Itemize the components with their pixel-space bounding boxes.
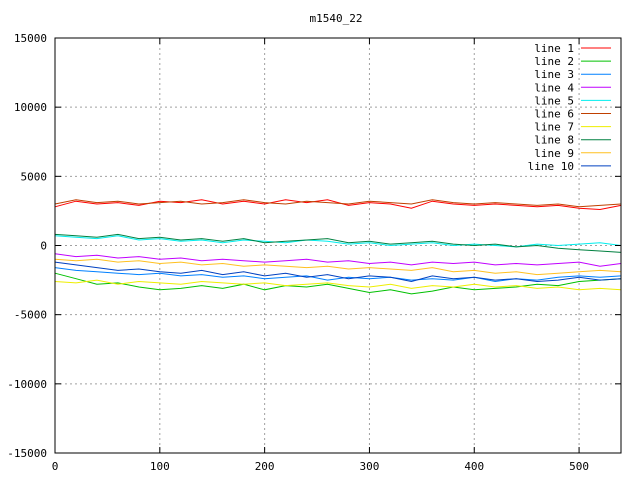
x-tick-label: 100: [150, 460, 170, 473]
series-line-4: [54, 253, 622, 267]
series-line-9: [54, 258, 622, 276]
legend-label: line 10: [528, 160, 574, 173]
y-tick-label: 5000: [21, 170, 48, 183]
series-line-3: [54, 267, 622, 283]
legend-label: line 1: [534, 42, 574, 55]
legend-label: line 7: [534, 121, 574, 134]
series-line-2: [54, 272, 622, 295]
series-lines: [54, 199, 622, 295]
y-tick-label: 15000: [14, 32, 47, 45]
x-tick-label: 200: [255, 460, 275, 473]
axis-ticks: -15000 -10000 -5000 0 5000 10000 15000 0 100 200 3…: [7, 32, 621, 473]
y-tick-label: -10000: [7, 378, 47, 391]
x-tick-label: 0: [52, 460, 59, 473]
series-line-7: [54, 279, 622, 291]
series-line-8: [54, 233, 622, 253]
legend-label: line 8: [534, 134, 574, 147]
y-tick-label: -15000: [7, 447, 47, 460]
legend-label: line 5: [534, 94, 574, 107]
y-tick-label: 0: [40, 240, 47, 253]
legend-label: line 9: [534, 147, 574, 160]
y-tick-label: -5000: [14, 309, 47, 322]
x-tick-label: 500: [569, 460, 589, 473]
legend-label: line 6: [534, 108, 574, 121]
series-line-6: [54, 199, 622, 208]
legend-label: line 2: [534, 55, 574, 68]
series-line-5: [54, 235, 622, 248]
x-tick-label: 400: [464, 460, 484, 473]
series-line-10: [54, 261, 622, 283]
y-tick-label: 10000: [14, 101, 47, 114]
legend-label: line 4: [534, 81, 574, 94]
chart-title: m1540_22: [310, 12, 363, 25]
x-tick-label: 300: [360, 460, 380, 473]
legend-label: line 3: [534, 68, 574, 81]
